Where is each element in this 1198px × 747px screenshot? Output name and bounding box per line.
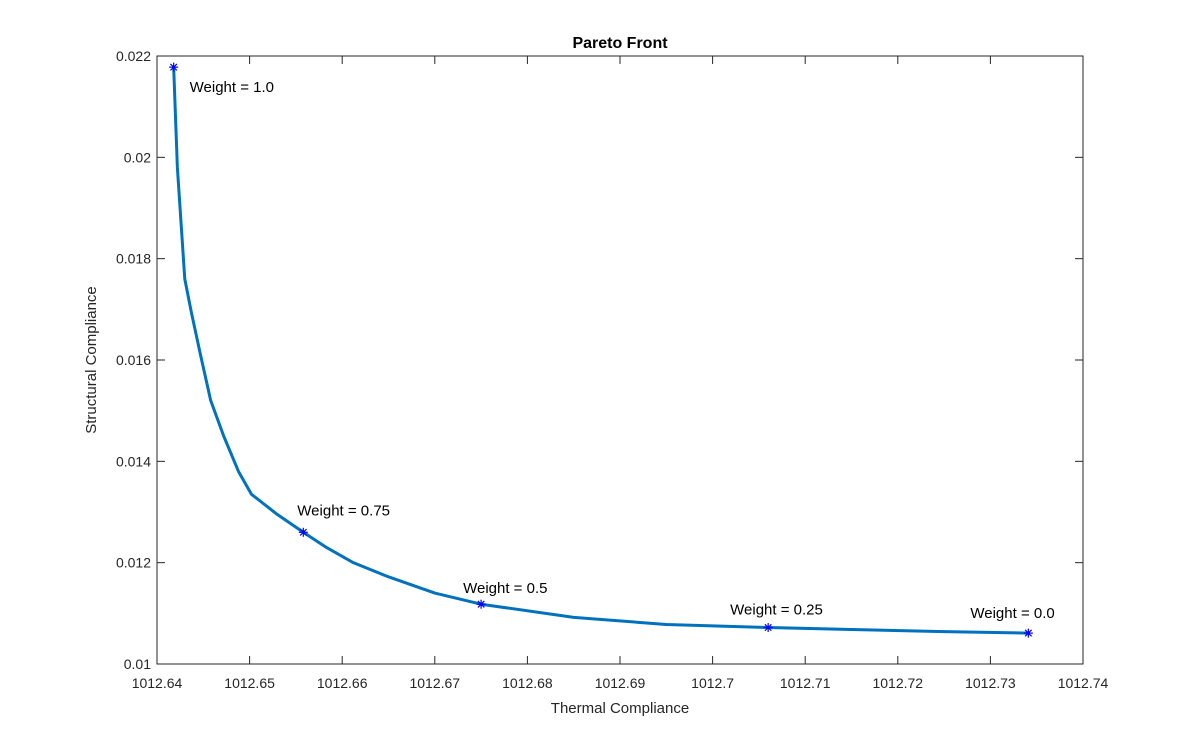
y-tick-labels: 0.01 0.012 0.014 0.016 0.018 0.02 0.022: [116, 48, 151, 672]
x-tick-label: 1012.64: [132, 675, 183, 691]
pareto-front-line: [172, 65, 1030, 635]
weight-label: Weight = 0.75: [297, 502, 390, 519]
marker-stroke: [170, 63, 178, 71]
y-tick-label: 0.022: [116, 48, 151, 64]
marker-stroke: [477, 600, 485, 608]
x-tick-label: 1012.72: [872, 675, 923, 691]
marker-stroke: [1024, 629, 1033, 637]
marker-asterisk: [298, 527, 308, 537]
x-tick-label: 1012.74: [1058, 675, 1109, 691]
x-tick-label: 1012.69: [595, 675, 646, 691]
x-tick-label: 1012.73: [965, 675, 1016, 691]
plot-area: [156, 55, 1084, 665]
weight-annotations: Weight = 1.0 Weight = 0.75 Weight = 0.5 Wei…: [190, 79, 1055, 622]
marker-asterisk: [169, 62, 179, 72]
weight-markers: [169, 62, 1033, 638]
y-tick-label: 0.012: [116, 555, 151, 571]
y-tick-label: 0.01: [124, 656, 151, 672]
marker-stroke: [299, 528, 307, 536]
weight-label: Weight = 0.25: [730, 602, 823, 619]
marker-asterisk: [476, 599, 486, 609]
x-tick-label: 1012.65: [224, 675, 275, 691]
y-tick-label: 0.018: [116, 251, 151, 267]
y-tick-label: 0.02: [124, 149, 151, 165]
marker-asterisk: [1023, 628, 1033, 638]
weight-label: Weight = 0.0: [970, 605, 1054, 622]
x-tick-label: 1012.68: [502, 675, 553, 691]
x-tick-label: 1012.71: [780, 675, 831, 691]
x-axis-label: Thermal Compliance: [551, 700, 689, 717]
x-tick-label: 1012.7: [691, 675, 734, 691]
y-axis-label: Structural Compliance: [83, 286, 100, 434]
weight-label: Weight = 1.0: [190, 79, 274, 96]
y-tick-label: 0.014: [116, 453, 151, 469]
y-tick-label: 0.016: [116, 352, 151, 368]
x-tick-label: 1012.67: [409, 675, 460, 691]
weight-label: Weight = 0.5: [463, 580, 547, 597]
chart-title: Pareto Front: [572, 35, 668, 52]
axis-ticks: [156, 55, 1084, 665]
x-tick-label: 1012.66: [317, 675, 368, 691]
x-tick-labels: 1012.64 1012.65 1012.66 1012.67 1012.68 1012.…: [132, 675, 1109, 691]
marker-stroke: [764, 623, 772, 632]
marker-asterisk: [763, 623, 773, 633]
